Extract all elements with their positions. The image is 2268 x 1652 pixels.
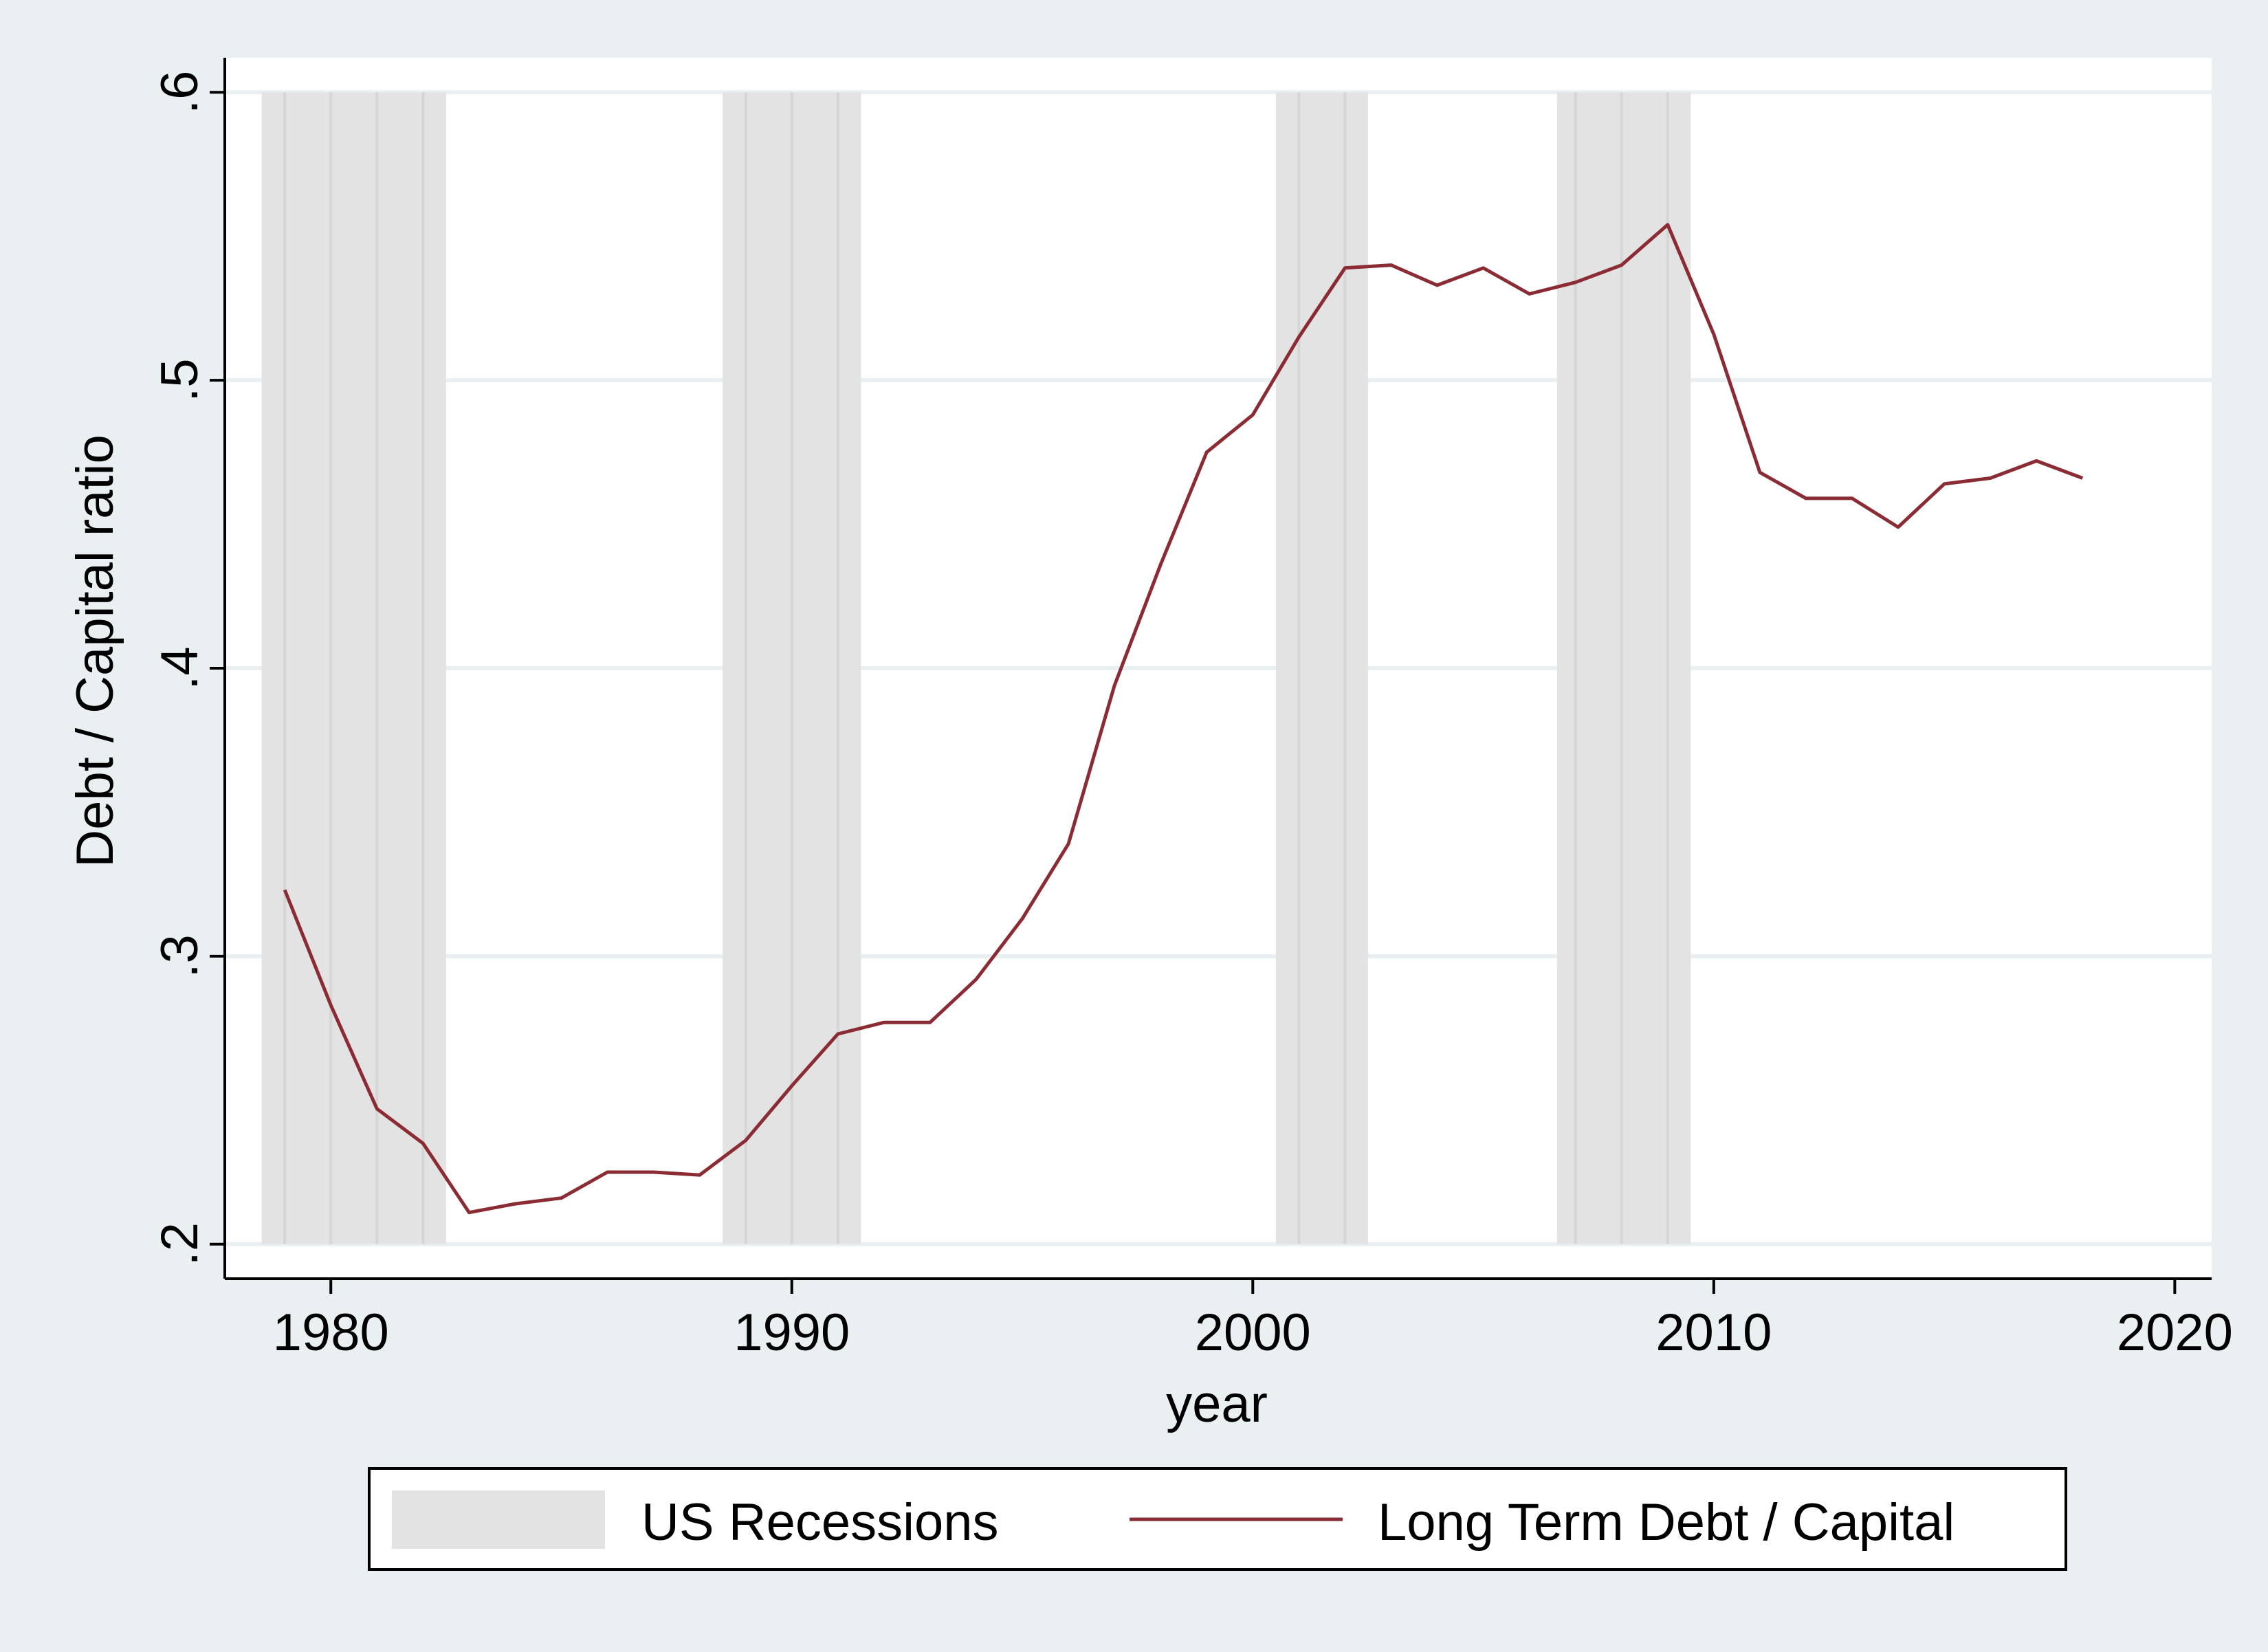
- x-tick-label-3: 2010: [1655, 1303, 1772, 1362]
- x-tick-label-1: 1990: [734, 1303, 850, 1362]
- y-tick-label-4: .6: [151, 71, 209, 114]
- x-tick-label-4: 2020: [2117, 1303, 2233, 1362]
- recession-bands: [261, 92, 1691, 1244]
- y-tick-label-1: .3: [151, 934, 209, 978]
- legend-label-recessions: US Recessions: [641, 1493, 999, 1552]
- recession-band-0: [261, 92, 446, 1244]
- x-tick-label-2: 2000: [1195, 1303, 1311, 1362]
- y-tick-label-2: .4: [151, 646, 209, 690]
- series-line-0: [283, 223, 2084, 1215]
- x-axis-title: year: [1166, 1375, 1268, 1433]
- legend: US Recessions Long Term Debt / Capital: [368, 1467, 2067, 1571]
- legend-swatch-recessions: [392, 1490, 605, 1549]
- recession-band-2: [1275, 92, 1368, 1244]
- x-tick-label-0: 1980: [273, 1303, 389, 1362]
- legend-label-debt-line: Long Term Debt / Capital: [1378, 1493, 1955, 1552]
- y-tick-label-3: .5: [151, 358, 209, 401]
- y-tick-label-0: .2: [151, 1222, 209, 1266]
- axes: .2 .3 .4 .5 .6 1980 1990 2000 2010 2020: [151, 58, 2233, 1362]
- gridlines: [225, 90, 2212, 1246]
- series-lines: [283, 223, 2084, 1215]
- y-axis-title: Debt / Capital ratio: [66, 434, 124, 867]
